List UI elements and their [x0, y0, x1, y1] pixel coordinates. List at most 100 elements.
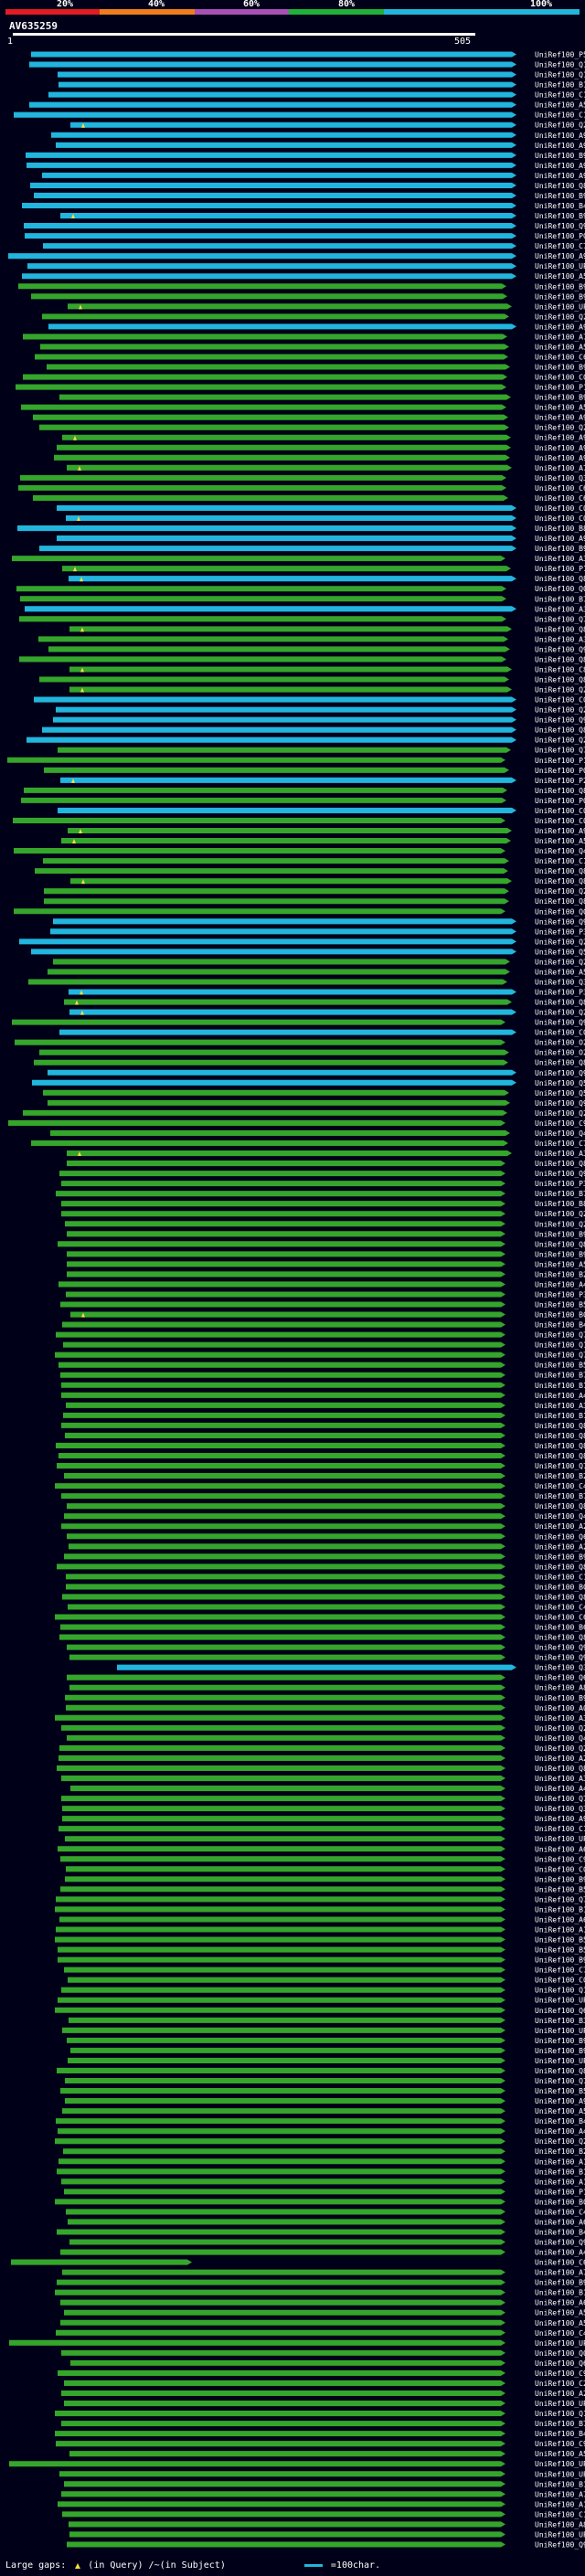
hit-label[interactable]: UniRef100_B4RZ79 [535, 2228, 585, 2236]
hit-row[interactable]: UniRef100_A2VHE3 [61, 2390, 585, 2398]
hit-label[interactable]: UniRef100_C7QMG1 [535, 1140, 585, 1148]
hit-row[interactable]: UniRef100_B1X419 [61, 1382, 585, 1390]
hit-row[interactable]: UniRef100_C4F171 [55, 1482, 585, 1490]
hit-row[interactable]: UniRef100_UP1000... [9, 2339, 585, 2348]
hit-row[interactable]: UniRef100_A5GPX2 [60, 2319, 585, 2327]
hit-label[interactable]: UniRef100_B9Y171 [535, 2047, 585, 2055]
hit-row[interactable]: UniRef100_C0PQ61 [59, 1029, 585, 1037]
hit-label[interactable]: UniRef100_B8LKB5 [535, 525, 585, 533]
hit-row[interactable]: UniRef100_Q2QFC6 [23, 1109, 585, 1118]
hit-row[interactable]: UniRef100_B9R629 [64, 1553, 585, 1561]
hit-row[interactable]: UniRef100_A1JM54 [56, 1926, 585, 1935]
hit-row[interactable]: UniRef100_Q8VNK8 [56, 1442, 585, 1450]
hit-row[interactable]: UniRef100_B9IA33 [26, 152, 585, 160]
hit-label[interactable]: UniRef100_B9I1T9 [535, 292, 585, 301]
hit-row[interactable]: UniRef100_Q7WB32 [56, 1895, 585, 1903]
hit-label[interactable]: UniRef100_B9YGQ3 [535, 1250, 585, 1258]
hit-label[interactable]: UniRef100_Q4BX75 [535, 1129, 585, 1138]
hit-label[interactable]: UniRef100_Q2VFB8 [535, 313, 585, 321]
hit-label[interactable]: UniRef100_C1D5V9 [535, 1573, 585, 1581]
hit-label[interactable]: UniRef100_Q2JVK5 [535, 1210, 585, 1218]
hit-row[interactable]: UniRef100_P12858 [7, 757, 585, 765]
hit-row[interactable]: UniRef100_Q8VXQ9 [39, 676, 585, 684]
hit-label[interactable]: UniRef100_UP1000... [535, 2057, 585, 2065]
hit-row[interactable]: UniRef100_C0PQD6 [66, 514, 585, 523]
hit-row[interactable]: UniRef100_B7JA00 [61, 1492, 585, 1500]
hit-row[interactable]: UniRef100_C6TGJ1 [33, 494, 585, 503]
hit-label[interactable]: UniRef100_B9WAU1 [535, 2037, 585, 2045]
hit-label[interactable]: UniRef100_A4ZHD9 [535, 1280, 585, 1288]
hit-row[interactable]: UniRef100_Q9QV30 [48, 1099, 585, 1108]
hit-row[interactable]: UniRef100_C4H7E8 [66, 2208, 585, 2216]
hit-row[interactable]: UniRef100_Q16SA3 [61, 1987, 585, 1995]
hit-row[interactable]: UniRef100_UP1000... [68, 2057, 585, 2065]
hit-row[interactable]: UniRef100_C9Y762 [60, 1855, 585, 1863]
hit-row[interactable]: UniRef100_A5HJG7 [48, 968, 585, 976]
hit-label[interactable]: UniRef100_UP1000... [535, 2470, 585, 2478]
hit-label[interactable]: UniRef100_Q0IE54 [535, 2349, 585, 2358]
hit-row[interactable]: UniRef100_Q0IE54 [61, 2349, 585, 2358]
hit-row[interactable]: UniRef100_B9RGT1 [59, 394, 585, 402]
hit-label[interactable]: UniRef100_B7I3D8 [535, 2420, 585, 2428]
hit-row[interactable]: UniRef100_B1XLQ1 [63, 1412, 585, 1420]
hit-row[interactable]: UniRef100_UP1000... [68, 302, 585, 311]
hit-row[interactable]: UniRef100_Q8Z9M3 [57, 1765, 585, 1773]
hit-label[interactable]: UniRef100_B9IA33 [535, 152, 585, 160]
hit-label[interactable]: UniRef100_B4VLL1 [535, 1321, 585, 1330]
hit-row[interactable]: UniRef100_Q8VMD5 [58, 1240, 585, 1248]
hit-label[interactable]: UniRef100_Q93YM6 [535, 917, 585, 926]
hit-label[interactable]: UniRef100_B5I126 [535, 1301, 585, 1309]
hit-label[interactable]: UniRef100_A6TVQ7 [535, 2299, 585, 2307]
hit-row[interactable]: UniRef100_C1D5V9 [66, 1573, 585, 1581]
hit-row[interactable]: UniRef100_B7Y985 [60, 1372, 585, 1380]
hit-row[interactable]: UniRef100_A5IYJ3 [62, 2107, 585, 2115]
hit-row[interactable]: UniRef100_B9GPQ6 [34, 192, 585, 200]
hit-row[interactable]: UniRef100_Q8R964 [57, 2067, 585, 2075]
hit-row[interactable]: UniRef100_C6P8U2 [55, 1614, 585, 1622]
hit-label[interactable]: UniRef100_C9Y762 [535, 1855, 585, 1863]
hit-label[interactable]: UniRef100_Q01GT4 [535, 907, 585, 916]
hit-label[interactable]: UniRef100_B5GBW3 [535, 2087, 585, 2095]
hit-label[interactable]: UniRef100_C9PT66 [535, 1119, 585, 1128]
hit-label[interactable]: UniRef100_UP1000... [535, 2460, 585, 2468]
hit-row[interactable]: UniRef100_UP1000... [64, 2400, 585, 2408]
hit-row[interactable]: UniRef100_Q2JVK5 [61, 1210, 585, 1218]
hit-row[interactable]: UniRef100_P09044 [25, 232, 585, 240]
hit-label[interactable]: UniRef100_Q7TU10 [535, 1795, 585, 1803]
hit-row[interactable]: UniRef100_A5SVY4 [21, 404, 585, 412]
hit-row[interactable]: UniRef100_UP1000... [65, 1835, 585, 1843]
hit-label[interactable]: UniRef100_C1M1F7 [535, 91, 585, 100]
hit-label[interactable]: UniRef100_B1WQ22 [535, 1905, 585, 1913]
hit-label[interactable]: UniRef100_B8LRY6 [535, 1200, 585, 1208]
hit-label[interactable]: UniRef100_B6QB20 [535, 1624, 585, 1632]
hit-label[interactable]: UniRef100_A3QAW1 [535, 555, 585, 563]
hit-label[interactable]: UniRef100_Q5EZ45 [535, 1079, 585, 1087]
hit-row[interactable]: UniRef100_Q93YM6 [53, 917, 585, 926]
hit-label[interactable]: UniRef100_C1FK48 [535, 2510, 585, 2518]
hit-row[interactable]: UniRef100_A3QAW1 [12, 555, 585, 563]
hit-label[interactable]: UniRef100_C7YGM3 [535, 1966, 585, 1975]
hit-label[interactable]: UniRef100_A1JM54 [535, 1926, 585, 1935]
hit-label[interactable]: UniRef100_O22534 [535, 1039, 585, 1047]
hit-label[interactable]: UniRef100_B4V7K0 [535, 2117, 585, 2125]
hit-label[interactable]: UniRef100_Q8WBP2 [535, 575, 585, 583]
hit-row[interactable]: UniRef100_Q3AFD2 [117, 1664, 585, 1672]
hit-row[interactable]: UniRef100_Q31DG1 [62, 1805, 585, 1813]
hit-row[interactable]: UniRef100_C0Z2Y9 [34, 696, 585, 705]
hit-row[interactable]: UniRef100_B4U7P9 [55, 2430, 585, 2438]
hit-row[interactable]: UniRef100_Q72Q22 [55, 1352, 585, 1360]
hit-label[interactable]: UniRef100_A8G210 [535, 1684, 585, 1692]
hit-label[interactable]: UniRef100_Q7Q8W1 [535, 747, 585, 755]
hit-row[interactable]: UniRef100_P17721 [64, 2188, 585, 2196]
hit-label[interactable]: UniRef100_A7PH72 [535, 464, 585, 472]
hit-row[interactable]: UniRef100_Q7V9C2 [57, 1462, 585, 1470]
hit-row[interactable]: UniRef100_A5IJ99 [69, 2450, 585, 2458]
hit-label[interactable]: UniRef100_A8NB81 [535, 2520, 585, 2528]
hit-label[interactable]: UniRef100_C0PRT6 [535, 504, 585, 513]
hit-label[interactable]: UniRef100_Q7NHM3 [535, 1331, 585, 1340]
hit-row[interactable]: UniRef100_Q7TU10 [61, 1795, 585, 1803]
hit-label[interactable]: UniRef100_A9P922 [535, 142, 585, 150]
hit-label[interactable]: UniRef100_C0ST10 [535, 374, 585, 382]
hit-label[interactable]: UniRef100_Q0QEE3 [535, 585, 585, 593]
hit-label[interactable]: UniRef100_Q8VXQ5 [535, 867, 585, 875]
